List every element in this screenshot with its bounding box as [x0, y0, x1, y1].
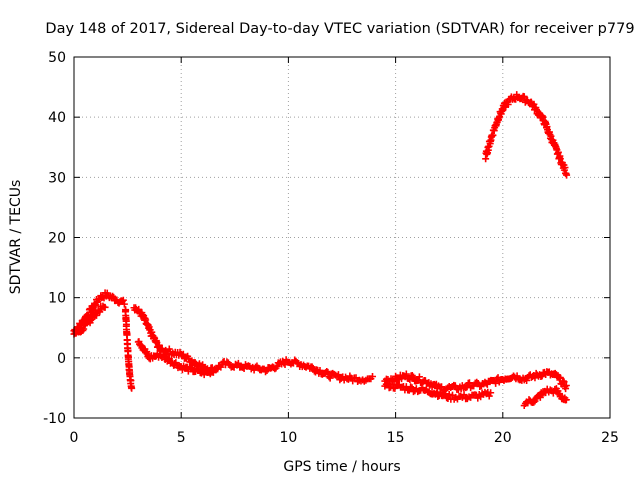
data-point-marker: [80, 325, 88, 333]
data-point-marker: [262, 368, 270, 376]
x-tick-label: 25: [601, 430, 619, 446]
x-tick-label: 20: [494, 430, 512, 446]
data-points: [70, 91, 571, 410]
y-tick-label: 50: [48, 50, 66, 66]
data-point-marker: [79, 326, 87, 334]
data-point-marker: [530, 398, 538, 406]
x-axis-label: GPS time / hours: [283, 459, 400, 475]
y-tick-label: 40: [48, 110, 66, 126]
data-point-marker: [128, 384, 136, 392]
data-point-marker: [101, 303, 109, 311]
data-point-marker: [109, 292, 117, 300]
data-point-marker: [415, 373, 423, 381]
data-point-marker: [523, 377, 531, 385]
x-tick-label: 15: [387, 430, 405, 446]
data-point-marker: [120, 300, 128, 308]
data-point-marker: [409, 373, 417, 381]
data-point-marker: [492, 379, 500, 387]
y-tick-label: 0: [57, 351, 66, 367]
y-tick-label: -10: [43, 411, 66, 427]
data-point-marker: [119, 296, 127, 304]
data-point-marker: [208, 368, 216, 376]
data-point-marker: [520, 93, 528, 101]
data-point-marker: [334, 371, 342, 379]
data-point-marker: [460, 391, 468, 399]
data-point-marker: [362, 376, 370, 384]
data-point-marker: [99, 293, 107, 301]
data-point-marker: [407, 383, 415, 391]
data-point-marker: [536, 393, 544, 401]
x-tick-label: 0: [70, 430, 79, 446]
data-point-marker: [451, 382, 459, 390]
y-tick-label: 20: [48, 231, 66, 247]
y-axis-label: SDTVAR / TECUs: [8, 180, 24, 295]
data-point-marker: [234, 359, 242, 367]
data-point-marker: [308, 363, 316, 371]
data-point-marker: [554, 148, 562, 156]
data-point-marker: [384, 379, 392, 387]
x-tick-label: 5: [177, 430, 186, 446]
data-point-marker: [369, 372, 377, 380]
data-point-marker: [323, 367, 331, 375]
data-point-marker: [188, 364, 196, 372]
grid-lines: [74, 57, 610, 418]
data-point-marker: [406, 376, 414, 384]
data-point-marker: [504, 101, 512, 109]
chart-title: Day 148 of 2017, Sidereal Day-to-day VTE…: [45, 21, 634, 37]
data-point-marker: [487, 389, 495, 397]
data-point-marker: [326, 374, 334, 382]
data-point-marker: [473, 378, 481, 386]
data-point-marker: [436, 388, 444, 396]
data-point-marker: [179, 350, 187, 358]
data-point-marker: [485, 392, 493, 400]
data-point-marker: [563, 171, 571, 179]
data-point-marker: [562, 396, 570, 404]
x-tick-label: 10: [279, 430, 297, 446]
data-point-marker: [562, 382, 570, 390]
data-point-marker: [408, 372, 416, 380]
y-tick-label: 30: [48, 170, 66, 186]
data-point-marker: [402, 370, 410, 378]
plot-frame: [73, 56, 611, 419]
y-tick-label: 10: [48, 291, 66, 307]
